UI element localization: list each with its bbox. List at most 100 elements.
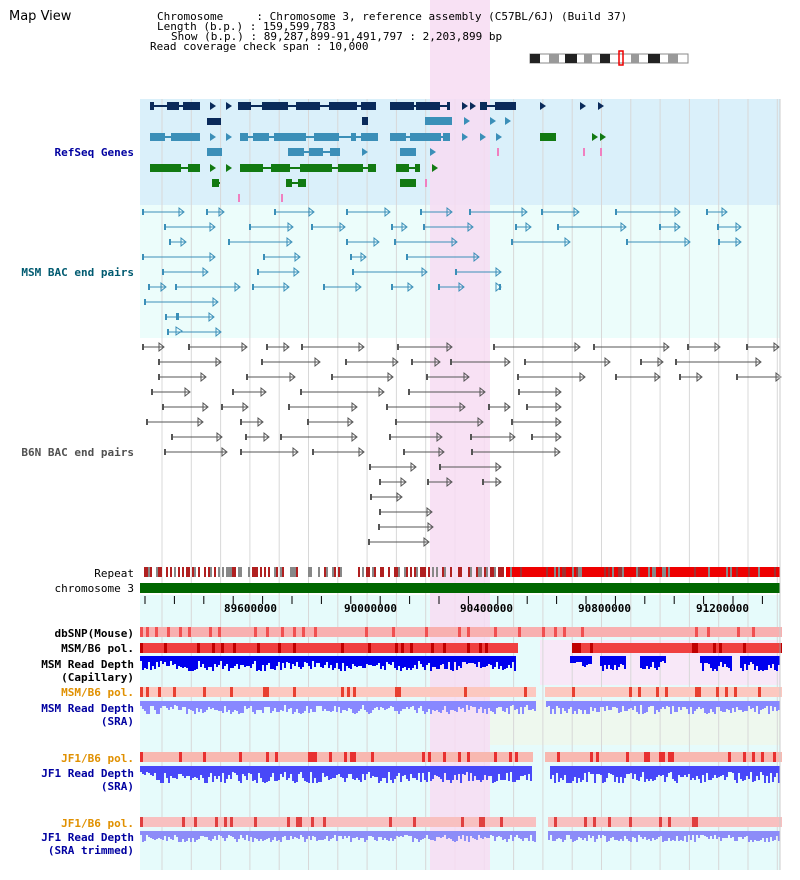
depth-bar [470, 831, 472, 836]
heatmap-cell [311, 643, 314, 653]
depth-bar [770, 701, 772, 706]
track-label-msm-depth-sra[interactable]: MSM Read Depth [41, 702, 134, 715]
heatmap-cell [578, 752, 581, 762]
track-label-jf1-depth[interactable]: JF1 Read Depth [41, 767, 134, 780]
heatmap-cell [488, 643, 491, 653]
depth-bar [378, 656, 380, 663]
depth-bar [524, 831, 526, 838]
depth-bar [702, 656, 704, 671]
depth-bar [598, 766, 600, 774]
depth-bar [150, 831, 152, 838]
depth-bar [328, 766, 330, 780]
track-label-msm-bac[interactable]: MSM BAC end pairs [21, 266, 134, 279]
depth-bar [636, 831, 638, 842]
depth-bar [574, 701, 576, 711]
depth-bar [476, 831, 478, 840]
depth-bar [756, 701, 758, 706]
bac-end-arrow [216, 431, 223, 443]
heatmap-cell [260, 643, 263, 653]
heatmap-cell [569, 687, 572, 697]
depth-bar [208, 766, 210, 777]
heatmap-cell [260, 752, 263, 762]
depth-bar [652, 766, 654, 781]
heatmap-cell [488, 752, 491, 762]
heatmap-cell [476, 687, 479, 697]
bac-end [369, 464, 371, 470]
heatmap-cell [425, 627, 428, 637]
bac-end [736, 374, 738, 380]
heatmap-cell [287, 627, 290, 637]
heatmap-cell [230, 817, 233, 827]
track-label-jf1-pol[interactable]: JF1/B6 pol. [61, 752, 134, 765]
heatmap-cell [245, 643, 248, 653]
bac-end [146, 419, 148, 425]
heatmap-cell [407, 627, 410, 637]
heatmap-cell [323, 752, 326, 762]
depth-bar [280, 656, 282, 670]
heatmap-cell [269, 687, 272, 697]
heatmap-cell [575, 687, 578, 697]
heatmap-cell [233, 687, 236, 697]
depth-bar [452, 831, 454, 841]
heatmap-cell [551, 687, 554, 697]
heatmap-cell [224, 643, 227, 653]
track-label-b6n-bac[interactable]: B6N BAC end pairs [21, 446, 134, 459]
heatmap-cell [365, 643, 368, 653]
heatmap-cell [404, 817, 407, 827]
track-label-msm-depth-capillary[interactable]: MSM Read Depth [41, 658, 134, 671]
bac-end-arrow [459, 401, 466, 413]
heatmap-cell [491, 643, 494, 653]
depth-bar [754, 766, 756, 781]
depth-bar [326, 831, 328, 836]
track-label-msm-pol[interactable]: MSM/B6 pol. [61, 642, 134, 655]
heatmap-cell [620, 643, 623, 653]
depth-bar [382, 656, 384, 666]
depth-bar [230, 701, 232, 714]
depth-bar [438, 656, 440, 669]
heatmap-cell [305, 752, 308, 762]
track-label-refseq[interactable]: RefSeq Genes [54, 146, 134, 159]
bac-end-arrow [521, 206, 528, 218]
depth-bar [280, 766, 282, 774]
bac-end-arrow [735, 236, 742, 248]
depth-bar [464, 766, 466, 775]
repeat-mark [232, 567, 234, 577]
track-label-msm-pol-sra[interactable]: MSM/B6 pol. [61, 686, 134, 699]
depth-bar [228, 831, 230, 835]
track-label-dbsnp[interactable]: dbSNP(Mouse) [54, 627, 134, 640]
heatmap-cell [365, 817, 368, 827]
heatmap-cell [266, 627, 269, 637]
depth-bar [194, 701, 196, 714]
depth-bar [532, 831, 534, 841]
bac-end-arrow [467, 221, 474, 233]
heatmap-cell [422, 687, 425, 697]
bac-end [706, 209, 708, 215]
heatmap-cell [614, 643, 617, 653]
depth-bar [286, 701, 288, 712]
depth-bar [576, 766, 578, 783]
heatmap-cell [347, 627, 350, 637]
track-label-jf1-depth-trimmed[interactable]: JF1 Read Depth [41, 831, 134, 844]
track-label-jf1-pol-trimmed[interactable]: JF1/B6 pol. [61, 817, 134, 830]
depth-bar [672, 701, 674, 706]
depth-bar [174, 701, 176, 705]
heatmap-cell [545, 627, 548, 637]
heatmap-cell [392, 643, 395, 653]
depth-bar [356, 766, 358, 778]
heatmap-cell [257, 687, 260, 697]
depth-bar [424, 701, 426, 714]
heatmap-cell [449, 687, 452, 697]
depth-bar [526, 766, 528, 780]
heatmap-cell [242, 687, 245, 697]
repeat-mark [334, 567, 336, 577]
repeat-mark [208, 567, 210, 577]
depth-bar [140, 766, 142, 772]
heatmap-cell [269, 627, 272, 637]
depth-bar [648, 831, 650, 839]
depth-bar [520, 831, 522, 839]
repeat-mark [226, 567, 228, 577]
gene-exon [416, 102, 440, 110]
track-label-repeat[interactable]: Repeat [94, 567, 134, 580]
heatmap-cell [254, 627, 257, 637]
depth-bar [504, 766, 506, 780]
